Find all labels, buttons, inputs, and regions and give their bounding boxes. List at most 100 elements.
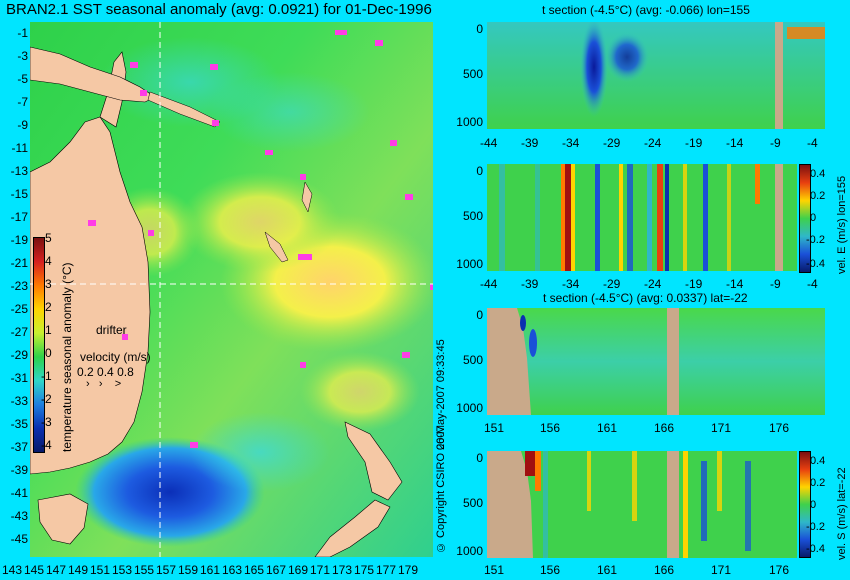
cool-anomaly [190,412,330,492]
land-mask [487,308,531,415]
x-tick: 177 [376,563,397,577]
vel-band [683,164,687,271]
vel-band [535,451,541,491]
drifter-markers [88,30,433,448]
velocity-scale-value: 0.8 [117,365,134,379]
x-tick: 175 [354,563,375,577]
y-tick: 500 [462,353,483,367]
copyright: © Copyright CSIRO 2007 [435,425,447,553]
colorbar-tick: -0.4 [806,543,825,555]
y-tick: -35 [10,417,28,431]
y-tick: 1000 [456,115,483,129]
x-tick: -29 [603,277,621,291]
y-tick: 0 [476,308,483,322]
y-tick: -17 [10,210,28,224]
velocity-scale: 0.2 0.4 0.8 [77,365,134,379]
x-tick: 171 [711,421,732,435]
colorbar-tick: 0.4 [810,168,826,180]
y-tick: 1000 [456,401,483,415]
velocity-arrows: › › > [86,378,122,390]
vel-band [727,164,731,271]
vel-band [701,461,707,541]
vel-e-colorbar [799,164,811,273]
y-tick: 500 [462,496,483,510]
velocity-label: velocity (m/s) [80,350,151,364]
y-tick: 0 [476,22,483,36]
sst-map [30,22,433,557]
t-section-lat-panel [487,308,825,415]
cold-core [605,32,649,82]
colorbar-tick: 0.4 [810,455,826,467]
vel-band [535,164,540,271]
new-caledonia [264,231,289,263]
y-tick: -31 [10,371,28,385]
colorbar-tick: 4 [45,254,52,268]
x-tick: -14 [726,136,744,150]
y-tick: -5 [17,72,28,86]
x-tick: -44 [480,136,498,150]
cold-core [520,315,526,331]
x-tick: 155 [134,563,155,577]
colorbar-tick: -0.2 [806,234,825,246]
x-tick: 161 [597,563,618,577]
y-tick: -23 [10,279,28,293]
x-tick: 171 [711,563,732,577]
vanuatu [301,181,313,213]
panel-x-axis: -44 -39 -34 -29 -24 -19 -14 -9 -4 [480,136,830,152]
x-tick: 156 [540,421,561,435]
map-colorbar-ticks: 5 4 3 2 1 0 -1 -2 -3 -4 [41,231,63,455]
y-tick: -41 [10,486,28,500]
land-mask [775,22,783,129]
x-tick: 173 [332,563,353,577]
vel-band [571,164,575,271]
new-zealand-south [314,499,391,557]
x-tick: -39 [521,136,539,150]
y-tick: -27 [10,325,28,339]
land-mask [667,451,679,558]
panel-title: t section (-4.5°C) (avg: -0.066) lon=155 [542,3,750,17]
x-tick: -19 [685,136,703,150]
x-tick: 156 [540,563,561,577]
x-tick: 161 [200,563,221,577]
x-tick: 167 [266,563,287,577]
vel-band [703,164,708,271]
australia-land [30,116,151,475]
x-tick: 153 [112,563,133,577]
x-tick: 157 [156,563,177,577]
velocity-scale-value: 0.4 [97,365,114,379]
vel-band [665,164,669,271]
x-tick: 176 [769,421,790,435]
y-tick: -21 [10,256,28,270]
panel-x-axis: 151 156 161 166 171 176 [484,563,834,579]
drifter-label: drifter [96,323,127,337]
vel-s-panel [487,451,797,558]
colorbar-tick: 0 [810,212,817,224]
colorbar-tick: -0.2 [806,521,825,533]
colorbar-tick: 1 [45,323,52,337]
cool-anomaly [210,72,370,152]
y-tick: -25 [10,302,28,316]
x-tick: 143 [2,563,23,577]
tasmania-land [37,493,89,545]
vel-band [499,164,505,271]
vel-e-panel [487,164,797,271]
map-x-axis: 143 145 147 149 151 153 155 157 159 161 … [0,561,440,579]
colorbar-tick: 0.2 [810,190,826,202]
y-tick: -9 [17,118,28,132]
y-tick: 500 [462,67,483,81]
x-tick: 165 [244,563,265,577]
warm-anomaly [300,352,420,432]
vel-band [587,451,591,511]
vel-field [487,164,797,271]
panel-x-axis: -44 -39 -34 -29 -24 -19 -14 -9 -4 [480,277,830,293]
vel-band [755,164,760,204]
panel-y-axis: 0 500 1000 [455,308,485,418]
x-tick: 176 [769,563,790,577]
y-tick: -7 [17,95,28,109]
colorbar-tick: 0 [45,346,52,360]
colorbar-tick: 0.2 [810,477,826,489]
x-tick: -34 [562,136,580,150]
vel-s-colorbar [799,451,811,558]
new-zealand-north [344,421,403,501]
y-tick: -39 [10,463,28,477]
